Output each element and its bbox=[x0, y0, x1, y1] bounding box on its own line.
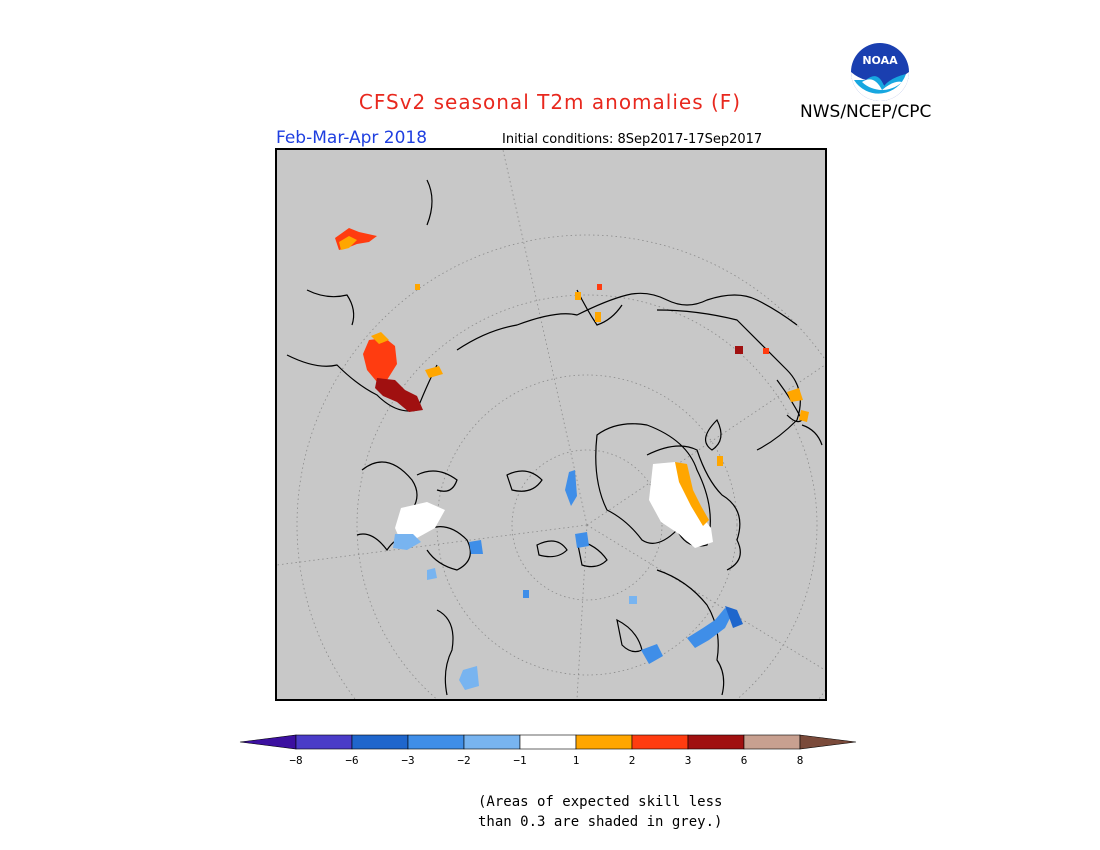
anomaly-light-blue-patch bbox=[459, 666, 479, 690]
anomaly-orange-patch bbox=[799, 410, 809, 422]
colorbar-swatch bbox=[687, 734, 745, 750]
colorbar-swatch bbox=[463, 734, 521, 750]
skill-note-line-1: (Areas of expected skill less bbox=[478, 794, 723, 810]
anomaly-orange-patch bbox=[787, 388, 803, 402]
anomaly-dark-red-patch bbox=[375, 378, 423, 412]
skill-note: (Areas of expected skill less than 0.3 a… bbox=[478, 792, 722, 832]
anomaly-orange-patch bbox=[339, 236, 357, 250]
colorbar-tick-label: 6 bbox=[741, 754, 748, 767]
agency-label: NWS/NCEP/CPC bbox=[800, 102, 932, 122]
map-title: CFSv2 seasonal T2m anomalies (F) bbox=[358, 90, 742, 114]
anomaly-blue-patch bbox=[469, 540, 483, 554]
anomaly-red-patch bbox=[363, 338, 397, 382]
anomaly-blue-dot bbox=[523, 590, 529, 598]
anomaly-patches bbox=[335, 228, 809, 690]
colorbar-tick-label: −2 bbox=[457, 754, 470, 767]
anomaly-dark-red-dot bbox=[735, 346, 743, 354]
colorbar-tick-label: −6 bbox=[345, 754, 358, 767]
anomaly-white-patch bbox=[649, 462, 713, 548]
anomaly-orange-dot bbox=[575, 292, 581, 300]
colorbar-tick-label: −8 bbox=[289, 754, 302, 767]
colorbar-swatch bbox=[351, 734, 409, 750]
colorbar-ticks: −8 −6 −3 −2 −1 1 2 3 6 8 bbox=[289, 754, 803, 767]
initial-conditions: Initial conditions: 8Sep2017-17Sep2017 bbox=[502, 132, 763, 147]
colorbar-swatch bbox=[631, 734, 689, 750]
colorbar-swatch bbox=[799, 734, 857, 750]
anomaly-white-patch bbox=[395, 502, 445, 542]
noaa-logo: NOAA bbox=[849, 41, 911, 103]
anomaly-light-blue-patch bbox=[427, 568, 437, 580]
polar-map bbox=[275, 148, 827, 701]
colorbar-tick-label: 2 bbox=[629, 754, 636, 767]
colorbar-swatch bbox=[575, 734, 633, 750]
anomaly-orange-patch bbox=[675, 462, 709, 526]
anomaly-orange-dot bbox=[415, 284, 420, 290]
anomaly-orange-dot bbox=[717, 456, 723, 466]
anomaly-blue-patch bbox=[641, 644, 663, 664]
anomaly-orange-patch bbox=[371, 332, 389, 344]
anomaly-red-dot bbox=[597, 284, 602, 290]
colorbar-swatch bbox=[519, 734, 577, 750]
anomaly-red-dot bbox=[763, 348, 769, 354]
anomaly-dark-blue-patch bbox=[725, 606, 743, 628]
coastlines bbox=[286, 179, 823, 696]
colorbar-tick-label: 8 bbox=[797, 754, 804, 767]
colorbar-tick-label: 3 bbox=[685, 754, 692, 767]
anomaly-blue-patch bbox=[575, 532, 589, 548]
anomaly-orange-patch bbox=[425, 366, 443, 378]
colorbar-swatches bbox=[239, 734, 857, 750]
anomaly-light-blue-patch bbox=[393, 534, 421, 550]
colorbar-tick-label: −1 bbox=[513, 754, 526, 767]
anomaly-blue-patch bbox=[565, 470, 577, 506]
colorbar-tick-label: −3 bbox=[401, 754, 414, 767]
colorbar-swatch bbox=[295, 734, 353, 750]
colorbar-tick-label: 1 bbox=[573, 754, 580, 767]
anomaly-blue-patch bbox=[687, 608, 733, 648]
anomaly-light-blue-dot bbox=[629, 596, 637, 604]
polar-map-canvas bbox=[277, 150, 825, 699]
anomaly-orange-dot bbox=[595, 312, 601, 322]
skill-note-line-2: than 0.3 are shaded in grey.) bbox=[478, 814, 723, 830]
colorbar-swatch bbox=[743, 734, 801, 750]
colorbar-swatch bbox=[407, 734, 465, 750]
colorbar-swatch bbox=[239, 734, 297, 750]
colorbar: −8 −6 −3 −2 −1 1 2 3 6 8 bbox=[239, 734, 857, 767]
forecast-period: Feb-Mar-Apr 2018 bbox=[276, 128, 428, 148]
noaa-logo-text: NOAA bbox=[862, 54, 898, 67]
